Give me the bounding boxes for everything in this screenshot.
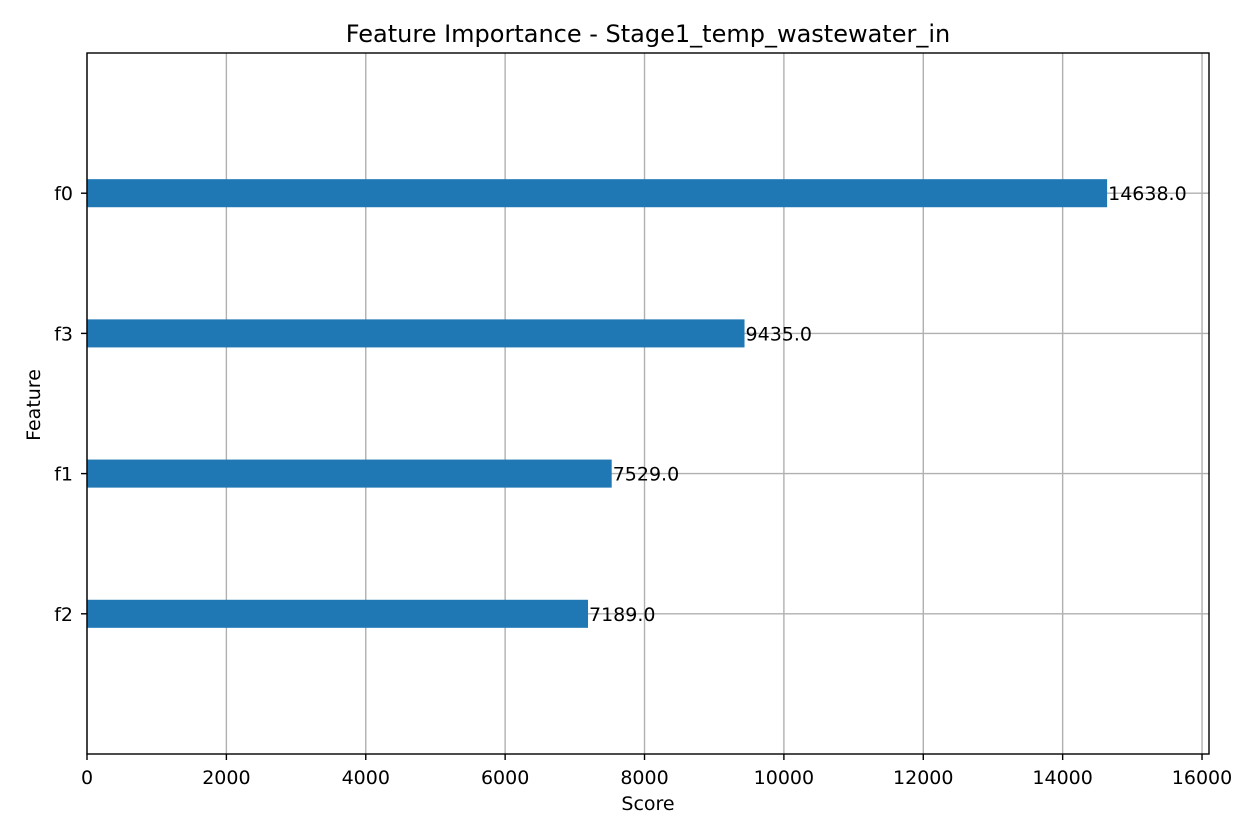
y-tick-label: f1 [54,464,73,486]
bar-f3 [87,319,745,348]
bar-f1 [87,459,612,488]
x-tick-label: 12000 [893,767,953,789]
x-tick-label: 0 [81,767,93,789]
x-tick-label: 4000 [342,767,390,789]
chart-title: Feature Importance - Stage1_temp_wastewa… [346,20,950,48]
bar-value-label: 14638.0 [1108,183,1187,205]
bar-value-label: 7529.0 [613,464,679,486]
y-tick-label: f0 [54,183,73,205]
x-tick-label: 14000 [1032,767,1092,789]
x-tick-label: 8000 [620,767,668,789]
x-axis-label: Score [621,793,674,815]
bar-f0 [87,179,1108,208]
bar-value-label: 9435.0 [746,323,812,345]
bar-value-label: 7189.0 [589,604,655,626]
y-tick-label: f3 [54,323,73,345]
y-tick-label: f2 [54,604,73,626]
x-tick-label: 10000 [754,767,814,789]
plot-area-frame [86,52,1210,755]
bar-f2 [87,599,588,628]
grid-layer [86,53,1209,754]
x-tick-label: 16000 [1172,767,1232,789]
bars-layer [87,179,1108,628]
x-tick-label: 6000 [481,767,529,789]
ticks-layer: 0 2000 4000 6000 8000 10000 12000 14000 16000 f0 1… [54,183,1232,789]
x-tick-label: 2000 [202,767,250,789]
y-axis-label: Feature [23,369,45,441]
